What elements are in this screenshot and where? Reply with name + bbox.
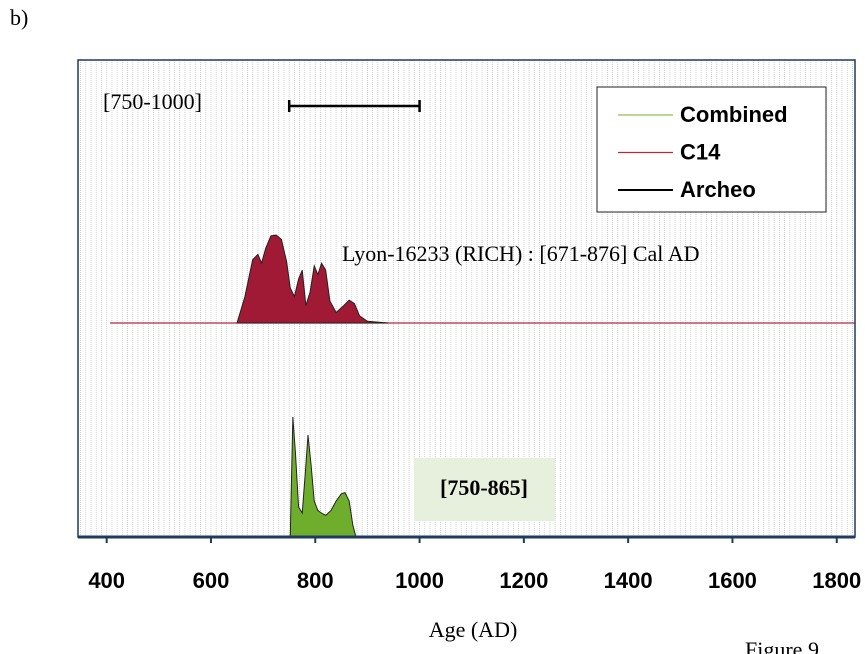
archeo-label: [750-1000] (103, 89, 202, 114)
density-area (236, 234, 389, 324)
legend-label: C14 (680, 139, 721, 164)
x-tick-label: 1000 (395, 568, 444, 593)
x-tick-label: 1200 (499, 568, 548, 593)
combined-label: [750-865] (440, 475, 528, 500)
x-tick-label: 800 (297, 568, 334, 593)
x-tick-label: 600 (193, 568, 230, 593)
label-box (414, 458, 555, 521)
plot-area (110, 100, 855, 538)
x-tick-label: 1600 (708, 568, 757, 593)
x-tick-label: 1400 (604, 568, 653, 593)
x-tick-label: 1800 (812, 568, 861, 593)
legend-label: Archeo (680, 177, 756, 202)
legend-label: Combined (680, 102, 788, 127)
legend-box (596, 86, 827, 213)
figure-label: Figure 9 (745, 637, 819, 654)
density-area (289, 416, 357, 538)
panel-label: b) (10, 5, 28, 30)
c14-label: Lyon-16233 (RICH) : [671-876] Cal AD (342, 241, 699, 266)
x-axis-label: Age (AD) (429, 617, 518, 642)
x-tick-label: 400 (88, 568, 125, 593)
